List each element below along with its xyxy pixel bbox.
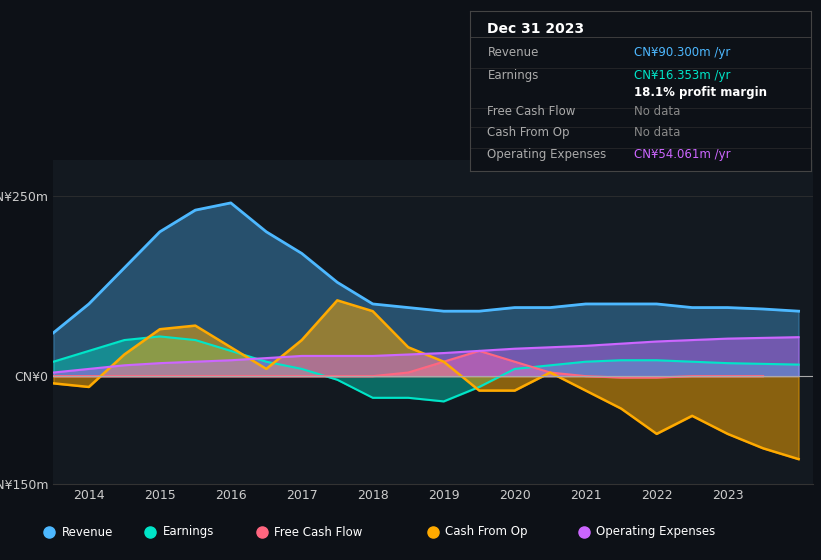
Text: Earnings: Earnings <box>488 68 539 82</box>
Text: Free Cash Flow: Free Cash Flow <box>274 525 362 539</box>
Text: Dec 31 2023: Dec 31 2023 <box>488 22 585 36</box>
Text: Revenue: Revenue <box>62 525 113 539</box>
Text: Free Cash Flow: Free Cash Flow <box>488 105 576 118</box>
Text: Operating Expenses: Operating Expenses <box>597 525 716 539</box>
Text: CN¥16.353m /yr: CN¥16.353m /yr <box>634 68 731 82</box>
Text: Revenue: Revenue <box>488 46 539 59</box>
Text: CN¥90.300m /yr: CN¥90.300m /yr <box>634 46 731 59</box>
Text: Cash From Op: Cash From Op <box>488 126 570 139</box>
Text: Cash From Op: Cash From Op <box>445 525 528 539</box>
Text: CN¥54.061m /yr: CN¥54.061m /yr <box>634 148 731 161</box>
Text: No data: No data <box>634 126 681 139</box>
Text: Earnings: Earnings <box>163 525 214 539</box>
Text: Operating Expenses: Operating Expenses <box>488 148 607 161</box>
Text: No data: No data <box>634 105 681 118</box>
Text: 18.1% profit margin: 18.1% profit margin <box>634 86 767 99</box>
